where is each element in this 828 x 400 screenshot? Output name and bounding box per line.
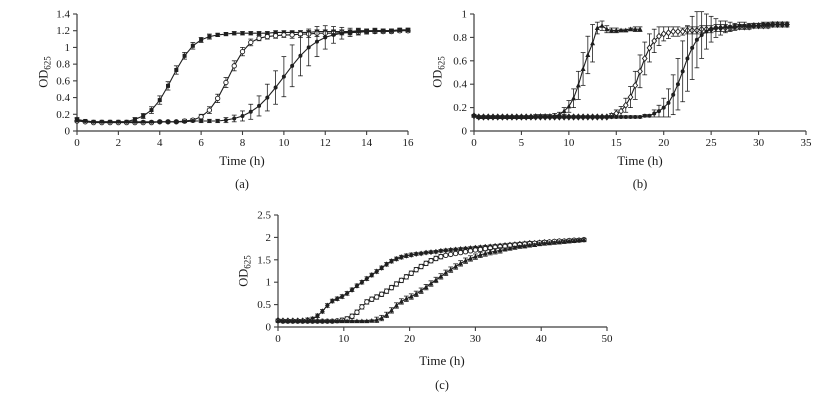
chart-b-plot: 0 5 10 15 20 25 30 35 0 0.2 0.4 0.6 0.8 1: [453, 9, 812, 150]
x-tick-label: 10: [338, 333, 350, 345]
chart-a-axes: 0 2 4 6 8 10 12 14 16 0 0.2 0.4 0.6 0.8 1 1.2 1.4: [56, 9, 414, 150]
x-tick-label: 8: [240, 137, 246, 149]
y-tick-label: 0.8: [56, 59, 70, 71]
chart-c-series-3: [275, 237, 587, 324]
x-tick-label: 15: [611, 137, 623, 149]
y-tick-label: 0: [65, 126, 71, 138]
x-tick-label: 30: [753, 137, 765, 149]
chart-c-plot: 0 10 20 30 40 50 0 0.5 1 1.5 2 2.5: [257, 210, 613, 346]
y-tick-label: 1.2: [56, 25, 70, 37]
y-tick-label: 0: [462, 126, 468, 138]
y-tick-label: 0.8: [453, 32, 467, 44]
chart-panel-a: 0 2 4 6 8 10 12 14 16 0 0.2 0.4 0.6 0.8 1 1.2 1.4 OD625 …: [0, 0, 418, 200]
y-axis-label-text: OD: [236, 268, 251, 287]
chart-a-series-3: [74, 25, 411, 124]
chart-a-plot: 0 2 4 6 8 10 12 14 16 0 0.2 0.4 0.6 0.8 1 1.2 1.4: [56, 9, 414, 150]
chart-c-x-axis-label: Time (h): [419, 353, 465, 368]
chart-a-caption: (a): [235, 177, 249, 191]
x-tick-label: 4: [157, 137, 163, 149]
y-tick-label: 0.4: [453, 79, 467, 91]
y-tick-label: 1: [462, 9, 468, 21]
chart-c-series-1: [275, 236, 587, 324]
y-axis-label-subscript: 625: [42, 56, 53, 70]
chart-a-series-1: [74, 27, 411, 124]
chart-b-axes: 0 5 10 15 20 25 30 35 0 0.2 0.4 0.6 0.8 1: [453, 9, 812, 150]
y-axis-label-subscript: 625: [242, 255, 253, 269]
x-tick-label: 40: [536, 333, 548, 345]
y-axis-label-text: OD: [430, 69, 445, 88]
y-tick-label: 0.4: [56, 92, 70, 104]
chart-c-axes: 0 10 20 30 40 50 0 0.5 1 1.5 2 2.5: [257, 210, 613, 346]
x-tick-label: 20: [404, 333, 416, 345]
x-tick-label: 30: [470, 333, 482, 345]
y-tick-label: 0.6: [453, 55, 467, 67]
chart-b-series-1: [471, 20, 643, 119]
y-tick-label: 0.2: [453, 102, 467, 114]
chart-a-series-2: [74, 28, 411, 126]
x-tick-label: 6: [198, 137, 204, 149]
chart-c-y-axis-label: OD625: [236, 255, 253, 287]
chart-b-y-axis-label: OD625: [430, 56, 447, 88]
chart-b-caption: (b): [632, 177, 648, 191]
chart-c-caption: (c): [435, 378, 449, 392]
y-tick-label: 2.5: [257, 210, 271, 222]
x-tick-label: 2: [116, 137, 122, 149]
x-tick-label: 25: [706, 137, 718, 149]
x-tick-label: 20: [658, 137, 670, 149]
y-tick-label: 1.5: [257, 254, 271, 266]
x-tick-label: 0: [471, 137, 477, 149]
x-tick-label: 0: [275, 333, 281, 345]
chart-b-x-axis-label: Time (h): [617, 153, 663, 168]
x-tick-label: 0: [74, 137, 80, 149]
x-tick-label: 12: [320, 137, 331, 149]
y-tick-label: 0: [266, 322, 272, 334]
x-tick-label: 10: [278, 137, 290, 149]
x-tick-label: 35: [801, 137, 813, 149]
y-axis-label-subscript: 625: [436, 56, 447, 70]
chart-panel-b: 0 5 10 15 20 25 30 35 0 0.2 0.4 0.6 0.8 1 OD625 Time …: [412, 0, 828, 200]
x-tick-label: 5: [519, 137, 525, 149]
chart-a-x-axis-label: Time (h): [219, 153, 265, 168]
chart-a-y-axis-label: OD625: [36, 56, 53, 88]
chart-b-series-3: [471, 11, 790, 119]
x-tick-label: 16: [403, 137, 415, 149]
y-axis-label-text: OD: [36, 69, 51, 88]
x-tick-label: 10: [563, 137, 575, 149]
chart-panel-c: 0 10 20 30 40 50 0 0.5 1 1.5 2 2.5 OD625 Time (h) (…: [208, 196, 628, 400]
y-tick-label: 0.2: [56, 109, 70, 121]
x-tick-label: 14: [361, 137, 373, 149]
y-tick-label: 1: [65, 42, 71, 54]
chart-b-series-2: [471, 20, 790, 121]
y-tick-label: 2: [266, 232, 272, 244]
y-tick-label: 0.5: [257, 299, 271, 311]
x-tick-label: 50: [602, 333, 614, 345]
y-tick-label: 1: [266, 277, 272, 289]
y-tick-label: 1.4: [56, 9, 70, 21]
y-tick-label: 0.6: [56, 75, 70, 87]
